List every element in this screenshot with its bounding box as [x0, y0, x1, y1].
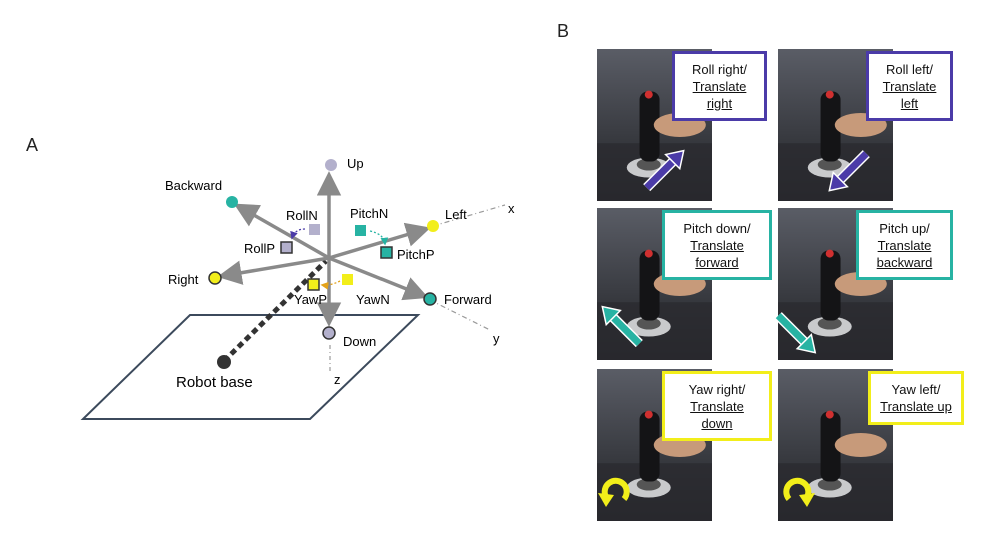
- label-yawp: YawP: [294, 292, 327, 307]
- caption-line: Translate: [882, 78, 937, 94]
- caption-line: Translate: [877, 237, 932, 253]
- rollp-square: [280, 241, 293, 254]
- label-right: Right: [168, 272, 199, 287]
- x-axis-dashed: [432, 204, 506, 227]
- caption-line: Translate: [692, 78, 747, 94]
- tile-caption: Yaw right/Translate down: [662, 371, 772, 441]
- label-up: Up: [347, 156, 364, 171]
- joystick-stick: [820, 91, 841, 162]
- yawp-square: [307, 278, 320, 291]
- pitchp-square: [380, 246, 393, 259]
- caption-line: left: [900, 95, 919, 111]
- backward-dot: [226, 196, 238, 208]
- hand: [834, 433, 887, 457]
- down-dot: [322, 326, 336, 340]
- base-link-dashed: [222, 259, 328, 363]
- label-pitchp: PitchP: [397, 247, 435, 262]
- label-robot-base: Robot base: [176, 374, 253, 391]
- joystick-gimbal: [636, 478, 661, 491]
- caption-line: down: [701, 415, 733, 431]
- label-down: Down: [343, 334, 376, 349]
- joystick-gimbal: [636, 158, 661, 171]
- caption-line: Pitch down/: [683, 220, 751, 236]
- direction-arrow-icon: [774, 312, 817, 354]
- joystick-button: [644, 90, 653, 99]
- joystick-stick: [639, 91, 660, 162]
- label-rolln: RollN: [286, 208, 318, 223]
- caption-line: Yaw right/: [688, 381, 746, 397]
- caption-line: Translate: [690, 237, 744, 253]
- joystick-stick: [820, 411, 841, 482]
- yaw-rotation-arrow: [320, 280, 341, 290]
- caption-line: Yaw left/: [891, 382, 941, 397]
- joystick-tile: [597, 49, 712, 201]
- axis-right: [217, 256, 330, 285]
- axis-backward: [233, 203, 330, 260]
- label-rollp: RollP: [244, 241, 275, 256]
- caption-line: Translate up: [880, 399, 952, 414]
- caption-line: Translate: [690, 398, 744, 414]
- joystick-tile: [778, 49, 893, 201]
- label-forward: Forward: [444, 292, 492, 307]
- roll-rotation-arrow: [290, 228, 306, 240]
- direction-arrow-icon: [601, 305, 643, 348]
- label-yawn: YawN: [356, 292, 390, 307]
- panel-b-letter: B: [557, 21, 569, 41]
- tile-caption: Roll left/Translate left: [866, 51, 953, 121]
- joystick-button: [825, 249, 834, 258]
- panel-a-letter: A: [26, 135, 38, 155]
- joystick-gimbal: [817, 317, 842, 330]
- direction-arrow-icon: [783, 477, 815, 507]
- caption-line: Pitch up/: [879, 220, 930, 236]
- tile-caption: Pitch down/Translate forward: [662, 210, 772, 280]
- joystick-stick: [639, 411, 660, 482]
- joystick-button: [644, 249, 653, 258]
- caption-line: Roll right/: [692, 61, 747, 77]
- pitchn-square: [355, 225, 366, 236]
- axis-forward: [328, 256, 429, 301]
- yawn-square: [342, 274, 353, 285]
- up-dot: [325, 159, 337, 171]
- direction-arrow-icon: [643, 149, 685, 192]
- caption-line: right: [706, 95, 733, 111]
- joystick-button: [644, 410, 653, 419]
- tile-caption: Yaw left/Translate up: [868, 371, 964, 425]
- label-y: y: [493, 331, 500, 346]
- joystick-button: [825, 90, 834, 99]
- direction-arrow-icon: [828, 150, 870, 192]
- joystick-stick: [639, 250, 660, 321]
- label-backward: Backward: [165, 178, 222, 193]
- caption-line: forward: [695, 254, 739, 270]
- joystick-gimbal: [817, 158, 842, 171]
- rolln-square: [309, 224, 320, 235]
- caption-line: Roll left/: [886, 61, 933, 77]
- caption-line: backward: [876, 254, 933, 270]
- label-z: z: [334, 372, 341, 387]
- label-x: x: [508, 201, 515, 216]
- left-dot: [427, 220, 439, 232]
- axis-left: [328, 222, 431, 260]
- label-left: Left: [445, 207, 467, 222]
- tile-caption: Roll right/Translate right: [672, 51, 767, 121]
- joystick-stick: [820, 250, 841, 321]
- robot-base-dot: [217, 355, 231, 369]
- forward-dot: [423, 292, 437, 306]
- joystick-button: [825, 410, 834, 419]
- robot-base-plane: [80, 314, 421, 420]
- label-pitchn: PitchN: [350, 206, 388, 221]
- right-dot: [208, 271, 222, 285]
- tile-caption: Pitch up/Translate backward: [856, 210, 953, 280]
- joystick-gimbal: [636, 317, 661, 330]
- direction-arrow-icon: [598, 477, 630, 507]
- joystick-gimbal: [817, 478, 842, 491]
